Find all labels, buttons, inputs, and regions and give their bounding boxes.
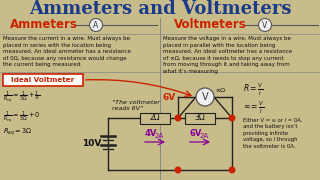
FancyBboxPatch shape — [185, 112, 215, 123]
Text: 6V: 6V — [163, 93, 176, 102]
Text: “The voltmeter
reads 6V”: “The voltmeter reads 6V” — [112, 100, 160, 111]
Text: V: V — [202, 92, 208, 102]
FancyBboxPatch shape — [140, 112, 170, 123]
Circle shape — [196, 88, 214, 106]
Text: 4V: 4V — [145, 129, 157, 138]
Text: 3Ω: 3Ω — [195, 114, 205, 123]
Text: $\frac{1}{R_{eq}}=\frac{1}{3\Omega}+0$: $\frac{1}{R_{eq}}=\frac{1}{3\Omega}+0$ — [3, 110, 41, 126]
Text: 2Ω: 2Ω — [150, 114, 160, 123]
Text: 10V: 10V — [82, 138, 102, 147]
Circle shape — [175, 115, 181, 121]
Text: $\infty=\frac{V}{I}$: $\infty=\frac{V}{I}$ — [243, 100, 265, 116]
Text: Ideal Voltmeter: Ideal Voltmeter — [12, 77, 75, 83]
Text: 2A: 2A — [155, 133, 164, 139]
Text: $R=\frac{V}{I}$: $R=\frac{V}{I}$ — [243, 82, 264, 98]
Text: Measure the current in a wire. Must always be
placed in series with the location: Measure the current in a wire. Must alwa… — [3, 36, 131, 67]
Circle shape — [259, 19, 271, 32]
Text: $\frac{1}{R_{eq}}=\frac{1}{3\Omega}+\frac{1}{\infty}$: $\frac{1}{R_{eq}}=\frac{1}{3\Omega}+\fra… — [3, 90, 41, 106]
Text: Either V = ∞ or I = 0A,
and the battery isn’t
providing infinite
voltage, so I t: Either V = ∞ or I = 0A, and the battery … — [243, 118, 302, 149]
Text: 6V: 6V — [190, 129, 202, 138]
Circle shape — [90, 19, 102, 32]
Text: Ammeters and Voltmeters: Ammeters and Voltmeters — [29, 0, 291, 18]
FancyBboxPatch shape — [3, 74, 83, 86]
Circle shape — [175, 167, 181, 173]
Text: 2A: 2A — [199, 133, 209, 139]
Text: V: V — [262, 21, 268, 30]
Text: $R_{eq}=3\Omega$: $R_{eq}=3\Omega$ — [3, 127, 33, 138]
Text: Ammeters: Ammeters — [10, 19, 78, 32]
Text: ∞Ω: ∞Ω — [215, 89, 225, 93]
Circle shape — [229, 167, 235, 173]
Text: Voltmeters: Voltmeters — [174, 19, 246, 32]
Circle shape — [229, 115, 235, 121]
Text: A: A — [93, 21, 99, 30]
Text: Measure the voltage in a wire. Must always be
placed in parallel with the locati: Measure the voltage in a wire. Must alwa… — [163, 36, 292, 74]
